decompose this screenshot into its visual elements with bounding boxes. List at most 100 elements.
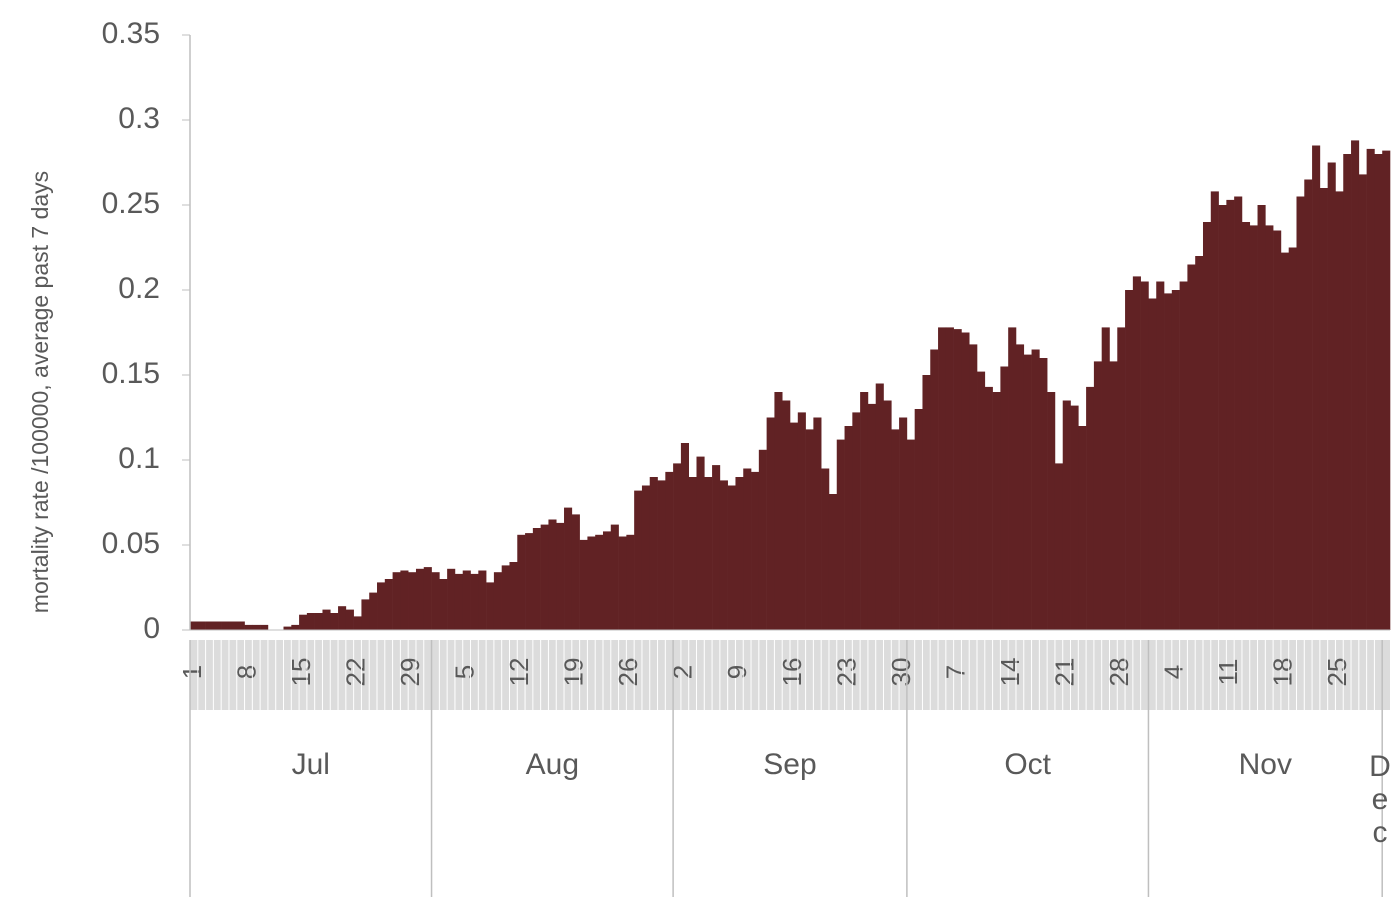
bar xyxy=(1117,327,1126,630)
bar xyxy=(556,522,565,630)
x-tick-label: 9 xyxy=(722,665,752,679)
bar xyxy=(1062,400,1071,630)
bar xyxy=(977,371,986,630)
bar xyxy=(1070,405,1079,630)
bar xyxy=(751,471,760,630)
x-tick-label: 25 xyxy=(1322,658,1352,687)
bar xyxy=(1164,293,1173,630)
y-axis-label: mortality rate /100000, average past 7 d… xyxy=(27,171,53,613)
y-tick-label: 0 xyxy=(143,612,160,645)
bar xyxy=(392,572,401,630)
bar xyxy=(532,528,541,630)
bar xyxy=(190,621,199,630)
bar xyxy=(1335,191,1344,630)
x-tick-label: 15 xyxy=(286,658,316,687)
bar xyxy=(1125,290,1134,630)
bar xyxy=(1109,361,1118,630)
bar xyxy=(813,417,822,630)
bar xyxy=(883,400,892,630)
bar xyxy=(688,477,697,630)
bar xyxy=(1319,188,1328,630)
bar xyxy=(953,329,962,630)
bar xyxy=(353,616,362,630)
x-tick-label: 5 xyxy=(449,665,479,679)
bar xyxy=(641,485,651,630)
bar xyxy=(1249,225,1258,630)
bar xyxy=(930,349,939,630)
bar xyxy=(361,599,370,630)
bar xyxy=(867,403,877,630)
bar xyxy=(1148,298,1157,630)
bar xyxy=(758,449,767,630)
bar xyxy=(696,456,705,630)
bar xyxy=(244,624,253,630)
bar xyxy=(1234,196,1243,630)
bar xyxy=(454,573,464,630)
bar xyxy=(1015,344,1025,630)
bar xyxy=(1101,327,1110,630)
bar xyxy=(384,579,393,630)
bar xyxy=(1241,222,1251,630)
bar xyxy=(626,534,635,630)
bar xyxy=(345,609,354,630)
bar xyxy=(634,490,643,630)
x-tick-label: 30 xyxy=(886,658,916,687)
bar xyxy=(423,567,432,630)
x-tick-label: 23 xyxy=(831,658,861,687)
bar xyxy=(260,624,269,630)
bar xyxy=(1351,140,1360,630)
bar xyxy=(299,614,308,630)
bar xyxy=(197,621,206,630)
bar xyxy=(922,375,931,630)
bar xyxy=(228,621,238,630)
month-label: Nov xyxy=(1239,748,1292,781)
x-tick-label: 29 xyxy=(395,658,425,687)
bar xyxy=(493,572,502,630)
bar xyxy=(571,514,580,630)
bar xyxy=(1327,162,1336,630)
x-tick-label: 7 xyxy=(940,665,970,679)
bar xyxy=(377,582,386,630)
bar xyxy=(665,471,674,630)
bar xyxy=(1273,230,1282,630)
bar xyxy=(1257,205,1266,630)
bar xyxy=(595,534,604,630)
bar xyxy=(673,463,682,630)
bar xyxy=(306,613,315,630)
bar xyxy=(969,344,978,630)
bar xyxy=(860,392,869,630)
bar xyxy=(945,327,954,630)
month-label: Sep xyxy=(763,748,816,781)
bar xyxy=(961,332,970,630)
bar xyxy=(1343,154,1352,630)
bar xyxy=(314,613,323,630)
x-tick-label: 14 xyxy=(995,658,1025,687)
bar xyxy=(1054,463,1064,630)
bar xyxy=(1140,281,1149,630)
bar xyxy=(1171,290,1180,630)
bar xyxy=(821,468,830,630)
bar xyxy=(470,573,479,630)
x-tick-label: 1 xyxy=(177,665,207,679)
x-tick-label: 18 xyxy=(1268,658,1298,687)
bar xyxy=(431,572,440,630)
x-tick-label: 26 xyxy=(613,658,643,687)
y-tick-label: 0.15 xyxy=(102,357,160,390)
bar xyxy=(291,624,300,630)
bar xyxy=(1039,358,1048,630)
bar xyxy=(797,412,806,630)
bar xyxy=(1000,366,1009,630)
bar xyxy=(1008,327,1017,630)
x-tick-label: 8 xyxy=(231,665,261,679)
bar xyxy=(836,439,845,630)
bar xyxy=(657,480,666,630)
bar xyxy=(1210,191,1219,630)
bar xyxy=(587,536,596,630)
bar xyxy=(610,524,619,630)
bar xyxy=(790,422,799,630)
bar xyxy=(1304,179,1313,630)
bar xyxy=(704,477,713,630)
bar xyxy=(1296,196,1305,630)
bar xyxy=(252,624,261,630)
bar xyxy=(1023,354,1032,630)
